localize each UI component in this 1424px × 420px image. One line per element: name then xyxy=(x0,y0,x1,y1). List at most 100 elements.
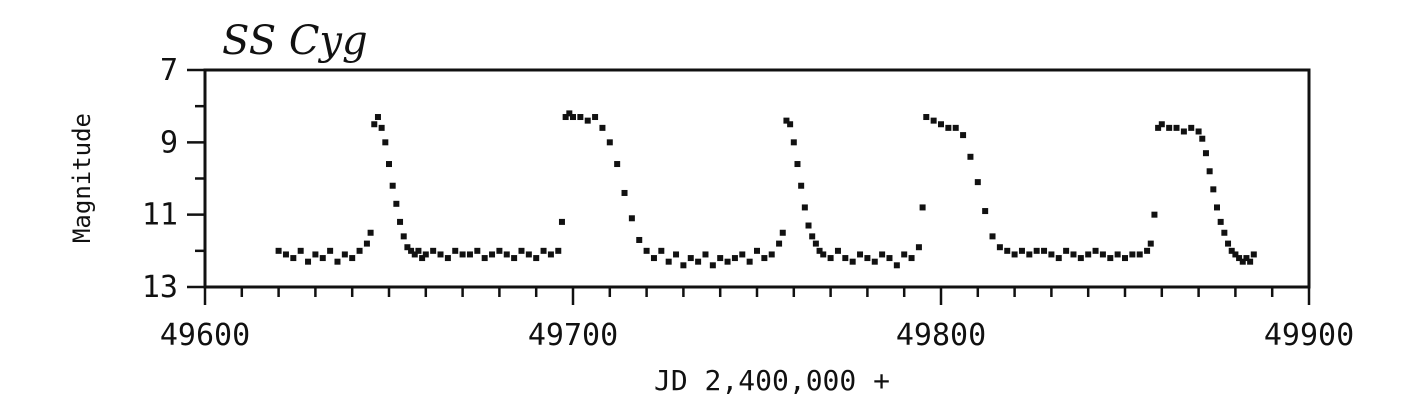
data-point xyxy=(558,218,565,225)
data-point xyxy=(367,229,374,236)
data-point xyxy=(628,215,635,222)
data-point xyxy=(577,114,584,121)
data-point xyxy=(1085,251,1092,258)
data-point xyxy=(1070,251,1077,258)
data-point xyxy=(452,247,459,254)
chart-title: SS Cyg xyxy=(222,18,368,64)
data-point xyxy=(967,153,974,160)
axis-ticks xyxy=(187,68,1311,305)
data-point xyxy=(1210,186,1217,193)
data-point xyxy=(857,251,864,258)
data-point xyxy=(827,255,834,262)
data-point xyxy=(923,114,930,121)
data-point xyxy=(636,236,643,243)
data-point xyxy=(731,255,738,262)
data-point xyxy=(511,255,518,262)
data-point xyxy=(1199,135,1206,142)
data-point xyxy=(1092,247,1099,254)
data-point xyxy=(1048,251,1055,258)
y-axis-label: Magnitude xyxy=(68,113,96,243)
data-point xyxy=(915,244,922,251)
data-point xyxy=(1214,204,1220,211)
data-point xyxy=(566,110,573,117)
data-point xyxy=(481,255,488,262)
data-point xyxy=(1077,255,1084,262)
data-point xyxy=(621,189,628,196)
data-point xyxy=(1063,247,1070,254)
data-point xyxy=(930,117,937,124)
data-point xyxy=(1018,247,1025,254)
data-point xyxy=(606,139,613,146)
data-point xyxy=(724,258,731,265)
x-tick-label: 49800 xyxy=(896,318,986,353)
data-point xyxy=(430,247,437,254)
data-point xyxy=(1239,258,1246,265)
data-point xyxy=(547,251,554,258)
data-point xyxy=(768,251,775,258)
data-point xyxy=(650,255,657,262)
data-point xyxy=(790,139,797,146)
y-tick-label: 7 xyxy=(160,53,178,88)
data-point xyxy=(1180,128,1187,135)
data-point xyxy=(378,124,385,131)
data-point xyxy=(1232,251,1239,258)
data-point xyxy=(437,251,444,258)
data-point xyxy=(275,247,282,254)
data-point xyxy=(1217,218,1224,225)
data-point xyxy=(397,218,404,225)
data-point xyxy=(371,121,378,128)
data-point xyxy=(290,255,297,262)
data-point xyxy=(886,255,893,262)
data-point xyxy=(709,262,716,269)
data-point xyxy=(374,114,381,121)
data-point xyxy=(754,247,760,254)
data-point xyxy=(466,251,473,258)
data-point xyxy=(746,258,753,265)
data-point xyxy=(1033,247,1040,254)
data-point xyxy=(474,247,481,254)
x-axis-label: JD 2,400,000 + xyxy=(654,364,890,397)
data-point xyxy=(496,247,503,254)
data-point xyxy=(1188,124,1195,131)
data-point xyxy=(695,258,702,265)
data-point xyxy=(989,233,996,240)
x-tick-labels: 49600 49700 49800 49900 xyxy=(160,318,1354,353)
data-point xyxy=(584,117,591,124)
data-point xyxy=(1147,240,1154,247)
data-point xyxy=(1166,124,1173,131)
y-tick-label: 13 xyxy=(142,270,178,305)
data-point xyxy=(1011,251,1018,258)
plot-frame xyxy=(203,68,1311,289)
data-point xyxy=(327,247,334,254)
data-point xyxy=(901,251,908,258)
data-point xyxy=(739,251,746,258)
data-point xyxy=(562,114,569,121)
data-point xyxy=(1026,251,1033,258)
data-point xyxy=(415,247,422,254)
data-point xyxy=(1236,255,1243,262)
data-point xyxy=(382,139,389,146)
data-point xyxy=(1250,251,1257,258)
data-point xyxy=(1158,121,1165,128)
data-point xyxy=(319,255,326,262)
data-point xyxy=(820,251,827,258)
data-point xyxy=(1228,247,1235,254)
data-point xyxy=(809,233,816,240)
data-point xyxy=(658,247,665,254)
data-point xyxy=(1144,247,1151,254)
data-point xyxy=(960,132,967,139)
data-point xyxy=(1107,255,1114,262)
data-point xyxy=(1155,124,1162,131)
data-point xyxy=(864,255,871,262)
y-tick-labels: 7 9 11 13 xyxy=(142,53,178,305)
data-point xyxy=(297,247,304,254)
data-point xyxy=(673,251,680,258)
data-point xyxy=(834,247,841,254)
data-point xyxy=(805,222,812,229)
data-point xyxy=(842,255,849,262)
data-point xyxy=(945,124,952,131)
data-point xyxy=(1202,150,1209,157)
data-point xyxy=(798,182,805,189)
data-point xyxy=(592,114,599,121)
data-point xyxy=(404,244,411,251)
